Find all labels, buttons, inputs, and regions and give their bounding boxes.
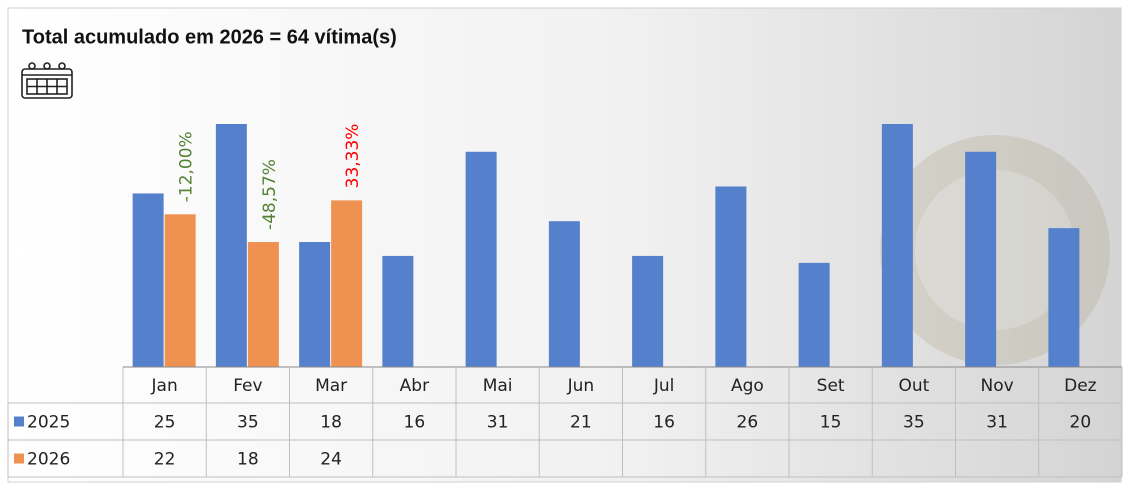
category-label: Mai — [483, 376, 513, 396]
bar — [382, 255, 414, 367]
bar — [465, 151, 497, 367]
table-value: 35 — [903, 413, 925, 433]
bar — [247, 242, 279, 367]
table-value: 20 — [1070, 413, 1092, 433]
table-value: 18 — [237, 450, 259, 470]
category-label: Dez — [1064, 376, 1097, 396]
table-value: 26 — [737, 413, 759, 433]
bar — [132, 193, 164, 367]
bar — [299, 242, 331, 367]
table-value: 24 — [320, 450, 342, 470]
change-label: -12,00% — [177, 131, 197, 202]
table-value: 18 — [320, 413, 342, 433]
table-value: 25 — [154, 413, 176, 433]
category-label: Set — [817, 376, 845, 396]
calendar-icon — [21, 62, 73, 99]
bar — [548, 221, 580, 367]
bar — [164, 214, 196, 367]
legend-label: 2026 — [27, 450, 70, 470]
table-value: 16 — [653, 413, 675, 433]
table-value: 21 — [570, 413, 592, 433]
category-label: Out — [898, 376, 929, 396]
table-value: 31 — [986, 413, 1008, 433]
bar — [798, 262, 830, 367]
category-label: Jun — [567, 376, 595, 396]
chart-title: Total acumulado em 2026 = 64 vítima(s) — [22, 26, 397, 48]
change-label: -48,57% — [260, 159, 280, 230]
bar — [215, 124, 247, 367]
change-label: 33,33% — [343, 124, 363, 189]
legend-swatch — [14, 453, 24, 464]
bar — [331, 200, 363, 367]
bar — [881, 124, 913, 367]
table-value: 16 — [404, 413, 426, 433]
category-label: Fev — [233, 376, 262, 396]
legend-label: 2025 — [27, 413, 70, 433]
bar — [1048, 228, 1080, 367]
bar — [965, 151, 997, 367]
category-label: Jul — [653, 376, 675, 396]
table-value: 15 — [820, 413, 842, 433]
table-value: 22 — [154, 450, 176, 470]
table-value: 31 — [487, 413, 509, 433]
bar — [632, 255, 664, 367]
table-value: 35 — [237, 413, 259, 433]
category-label: Nov — [981, 376, 1014, 396]
category-label: Jan — [151, 376, 178, 396]
category-label: Mar — [315, 376, 347, 396]
legend-swatch — [14, 416, 24, 427]
bar — [715, 186, 747, 367]
category-label: Ago — [731, 376, 764, 396]
category-label: Abr — [400, 376, 429, 396]
